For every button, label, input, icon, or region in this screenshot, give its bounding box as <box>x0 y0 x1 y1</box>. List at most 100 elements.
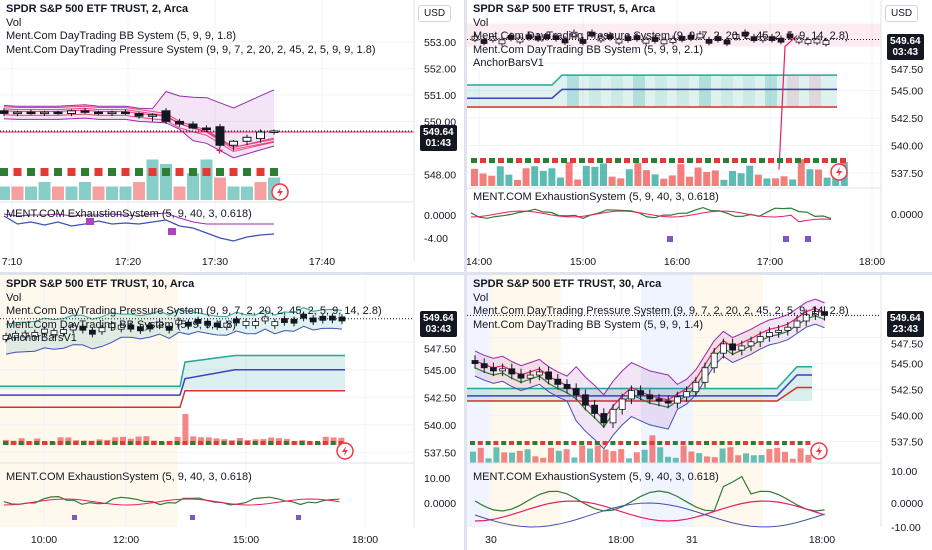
volume-bar <box>806 169 814 186</box>
chart-canvas-5min[interactable]: 547.50 545.00 542.50 540.00 537.50 0.0000 14:0… <box>467 0 932 272</box>
y-tick-label: 540.00 <box>891 411 923 423</box>
candle-body <box>563 383 571 389</box>
signal-square <box>774 441 780 445</box>
volume-bar <box>214 177 226 200</box>
signal-square <box>112 441 118 445</box>
signal-square <box>104 441 110 445</box>
indicator-title[interactable]: MENT.COM ExhaustionSystem (5, 9, 40, 3, … <box>473 191 719 203</box>
signal-square <box>10 441 16 445</box>
chart-panel-5min[interactable]: 547.50 545.00 542.50 540.00 537.50 0.0000 14:0… <box>467 0 932 272</box>
legend-bb-system[interactable]: Ment.Com DayTrading BB System (5, 9, 9, … <box>6 30 237 42</box>
signal-square <box>174 441 180 445</box>
signal-square <box>252 441 258 445</box>
volume-bar <box>119 186 132 200</box>
candle-body <box>624 36 632 42</box>
legend-vol[interactable]: Vol <box>473 291 489 304</box>
legend-pressure-system[interactable]: Ment.Com DayTrading Pressure System (9, … <box>6 305 382 317</box>
bb-upper <box>3 89 275 110</box>
candle-body <box>107 111 117 115</box>
signal-square <box>795 158 801 163</box>
volume-bar <box>488 175 496 186</box>
last-price-tag: 549.64 03:43 <box>420 311 457 337</box>
signal-square <box>88 441 94 445</box>
anchor-zone <box>0 355 345 390</box>
legend-anchor-bars[interactable]: AnchorBarsV1 <box>473 57 544 69</box>
last-price: 549.64 <box>890 313 921 324</box>
signal-square <box>127 441 133 445</box>
anchor-top <box>0 354 345 388</box>
candle-body <box>309 317 317 323</box>
volume-bar <box>174 436 181 445</box>
symbol-title[interactable]: SPDR S&P 500 ETF TRUST, 2, Arca <box>6 3 189 15</box>
volume-bar <box>735 455 742 463</box>
chart-canvas-2min[interactable]: +553.00 552.00 551.00 550.00 548.00 0.0000 -4.… <box>0 0 464 272</box>
bb-lower <box>3 117 275 159</box>
signal-square <box>229 441 235 445</box>
candle-body <box>517 373 525 379</box>
legend-pressure-system[interactable]: Ment.Com DayTrading Pressure System (9, … <box>473 30 849 42</box>
signal-square <box>166 441 172 445</box>
signal-square <box>680 441 686 445</box>
volume-bar <box>719 448 726 463</box>
signal-square <box>597 158 603 163</box>
signal-square <box>735 441 741 445</box>
symbol-title[interactable]: SPDR S&P 500 ETF TRUST, 5, Arca <box>473 3 656 15</box>
volume-bar <box>200 159 213 200</box>
legend-vol[interactable]: Vol <box>6 16 22 29</box>
indicator-title[interactable]: MENT.COM ExhaustionSystem (5, 9, 40, 3, … <box>6 208 252 220</box>
signal-square <box>96 441 102 445</box>
exhaustion-signal <box>3 212 274 225</box>
volume-bar <box>540 457 547 463</box>
legend-bb-system[interactable]: Ment.Com DayTrading BB System (5, 9, 9, … <box>473 43 704 56</box>
chart-canvas-10min[interactable]: 547.50 545.00 542.50 540.00 537.50 10.00 0.000… <box>0 275 464 550</box>
legend-anchor-bars[interactable]: AnchorBarsV1 <box>6 332 77 344</box>
volume-bar <box>516 450 523 463</box>
pressure-marker: + <box>216 144 223 158</box>
legend-vol[interactable]: Vol <box>473 16 489 29</box>
legend-bb-system[interactable]: Ment.Com DayTrading BB System (5, 9, 9, … <box>6 318 237 331</box>
candle-body <box>678 35 686 41</box>
currency-button[interactable]: USD <box>418 5 452 22</box>
chart-panel-30min[interactable]: 547.50 545.00 542.50 540.00 537.50 10.00 0.000… <box>467 275 932 550</box>
signal-square <box>532 441 538 445</box>
legend-vol[interactable]: Vol <box>6 291 22 304</box>
candle-body <box>692 381 700 393</box>
indicator-title[interactable]: MENT.COM ExhaustionSystem (5, 9, 40, 3, … <box>473 471 719 483</box>
chart-panel-2min[interactable]: +553.00 552.00 551.00 550.00 548.00 0.0000 -4.… <box>0 0 464 272</box>
anchor-zone <box>467 366 812 402</box>
indicator-title[interactable]: MENT.COM ExhaustionSystem (5, 9, 40, 3, … <box>6 471 252 483</box>
chart-canvas-30min[interactable]: 547.50 545.00 542.50 540.00 537.50 10.00 0.000… <box>467 275 932 550</box>
candle-body <box>606 34 614 40</box>
indicator-tick: 0.0000 <box>891 209 923 221</box>
indicator-tick: 0.0000 <box>424 498 456 510</box>
chart-panel-10min[interactable]: 547.50 545.00 542.50 540.00 537.50 10.00 0.000… <box>0 275 464 550</box>
volume-bar <box>135 436 142 445</box>
exhaustion-line <box>3 495 340 506</box>
horizontal-divider[interactable] <box>0 272 932 275</box>
signal-square <box>291 441 297 445</box>
signal-square <box>338 441 344 445</box>
symbol-title[interactable]: SPDR S&P 500 ETF TRUST, 10, Arca <box>6 278 195 290</box>
signal-square <box>470 441 475 445</box>
vertical-divider[interactable] <box>464 0 467 550</box>
signal-square <box>283 441 289 445</box>
anchor-bar <box>809 75 821 107</box>
candle-body <box>651 37 659 42</box>
currency-button[interactable]: USD <box>885 5 919 22</box>
volume-bar <box>11 186 24 200</box>
signal-square <box>540 441 546 445</box>
volume-bar <box>610 451 617 463</box>
signal-square <box>202 168 211 176</box>
legend-pressure-system[interactable]: Ment.Com DayTrading Pressure System (9, … <box>6 43 376 56</box>
candle-body <box>804 39 812 44</box>
symbol-title[interactable]: SPDR S&P 500 ETF TRUST, 30, Arca <box>473 278 662 290</box>
volume-bar <box>182 414 189 445</box>
signal-square <box>571 441 577 445</box>
legend-pressure-system[interactable]: Ment.Com DayTrading Pressure System (9, … <box>473 305 849 317</box>
volume-bar <box>772 178 779 186</box>
legend-bb-system[interactable]: Ment.Com DayTrading BB System (5, 9, 9, … <box>473 318 704 331</box>
y-tick-label: 542.50 <box>891 113 923 125</box>
candle-body <box>507 34 515 40</box>
signal-square <box>81 441 86 445</box>
chart-legend: SPDR S&P 500 ETF TRUST, 10, Arca Vol Men… <box>6 278 382 346</box>
